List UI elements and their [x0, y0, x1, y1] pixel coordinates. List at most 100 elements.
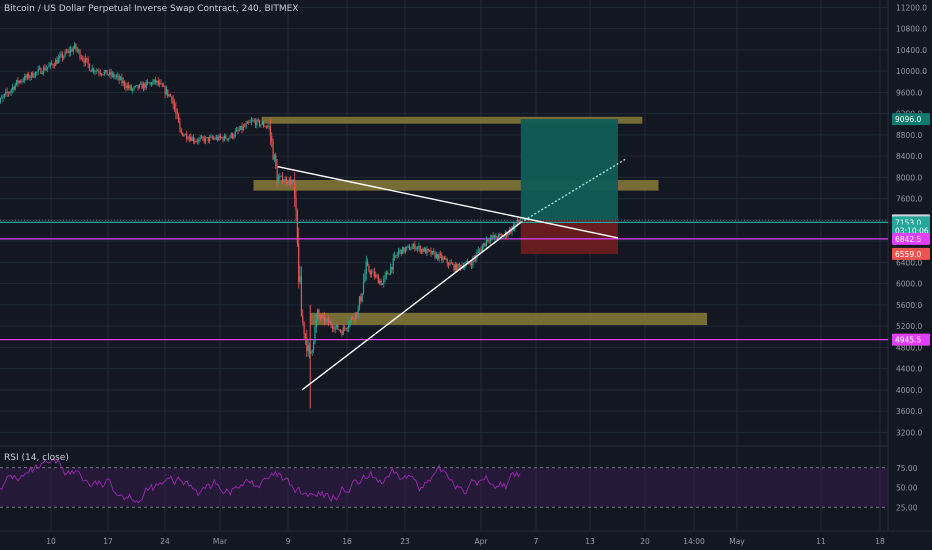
candle-body [358, 296, 361, 309]
y-tick-label: 6000.0 [896, 280, 922, 289]
candle-body [280, 175, 282, 177]
candle-body [372, 271, 374, 273]
candle-body [446, 258, 448, 264]
candle-body [171, 96, 173, 102]
candle-body [319, 316, 321, 318]
candle-body [1, 97, 3, 99]
candle-body [87, 59, 89, 65]
candle-body [225, 135, 227, 139]
candle-body [433, 251, 435, 253]
candle-body [250, 120, 253, 122]
candle-body [90, 70, 92, 72]
candle-body [325, 319, 327, 322]
candle-body [82, 58, 84, 60]
candle-body [281, 175, 284, 183]
candle-body [493, 235, 496, 238]
candle-body [443, 258, 446, 260]
candle-body [516, 219, 519, 224]
candle-body [349, 320, 351, 326]
candle-body [327, 318, 330, 323]
price-label-badge [892, 247, 930, 260]
candle-body [161, 83, 163, 87]
candle-body [279, 176, 281, 177]
candle-body [2, 96, 4, 98]
candle-body [60, 54, 62, 56]
candle-body [175, 109, 177, 114]
candle-body [264, 126, 266, 128]
candle-body [214, 138, 216, 140]
price-label: 6842.5 [892, 232, 930, 245]
candle-body [125, 86, 127, 89]
candle-body [384, 274, 386, 279]
candle-body [37, 69, 39, 72]
candle-body [110, 71, 112, 76]
candle-body [496, 237, 498, 239]
candle-body [353, 318, 355, 320]
x-tick-label: 23 [400, 537, 410, 546]
candle-body [480, 250, 482, 252]
candle-body [391, 266, 393, 270]
candle-body [25, 75, 27, 78]
candle-body [299, 276, 301, 283]
candle-body [248, 121, 250, 123]
candle-body [469, 263, 471, 264]
price-label-text: 4945.5 [895, 336, 921, 345]
x-tick-label: Mar [213, 537, 228, 546]
candle-body [182, 132, 184, 137]
candle-body [329, 322, 331, 323]
candle-body [11, 87, 14, 90]
candle-body [183, 135, 185, 137]
candle-body [284, 178, 286, 182]
candle-body [48, 65, 50, 68]
candle-body [315, 319, 317, 328]
candle-body [260, 124, 262, 126]
candle-body [24, 75, 26, 81]
y-tick-label: 6400.0 [896, 258, 922, 267]
candle-body [165, 89, 168, 95]
y-tick-label: 11200.0 [896, 3, 927, 12]
candle-body [117, 75, 119, 77]
candle-body [303, 321, 305, 334]
candle-body [202, 136, 204, 139]
candle-body [458, 263, 460, 266]
candle-body [126, 85, 128, 89]
candle-body [393, 255, 396, 258]
rsi-title: RSI (14, close) [4, 453, 69, 463]
candle-body [450, 262, 452, 264]
candle-body [404, 248, 406, 252]
candle-body [121, 77, 123, 84]
candle-body [321, 315, 323, 318]
candle-body [256, 119, 258, 126]
candle-body [253, 120, 255, 122]
candle-body [45, 68, 47, 71]
candle-body [177, 114, 180, 123]
candle-body [20, 80, 22, 82]
x-tick-label: 17 [103, 537, 113, 546]
candle-body [196, 141, 199, 143]
candle-body [22, 80, 24, 82]
price-label-text: 9096.0 [895, 115, 921, 124]
candle-body [322, 315, 324, 317]
candle-body [420, 249, 423, 252]
candle-body [28, 74, 30, 79]
x-tick-label: 10 [46, 537, 56, 546]
x-tick-label: 11 [816, 537, 826, 546]
candle-body [389, 266, 392, 275]
candle-body [276, 166, 278, 184]
candle-body [0, 98, 1, 103]
candle-body [55, 60, 57, 66]
candle-body [352, 317, 354, 319]
candle-body [115, 76, 118, 78]
candle-body [32, 72, 34, 78]
candle-body [149, 82, 151, 84]
candle-body [285, 178, 288, 183]
candle-body [435, 254, 438, 258]
candle-body [492, 235, 494, 238]
candle-body [472, 258, 474, 266]
candle-body [99, 72, 101, 74]
support-resistance-zone [261, 116, 643, 124]
candle-body [395, 255, 397, 257]
x-tick-label: 18 [875, 537, 885, 546]
candle-body [33, 76, 35, 78]
